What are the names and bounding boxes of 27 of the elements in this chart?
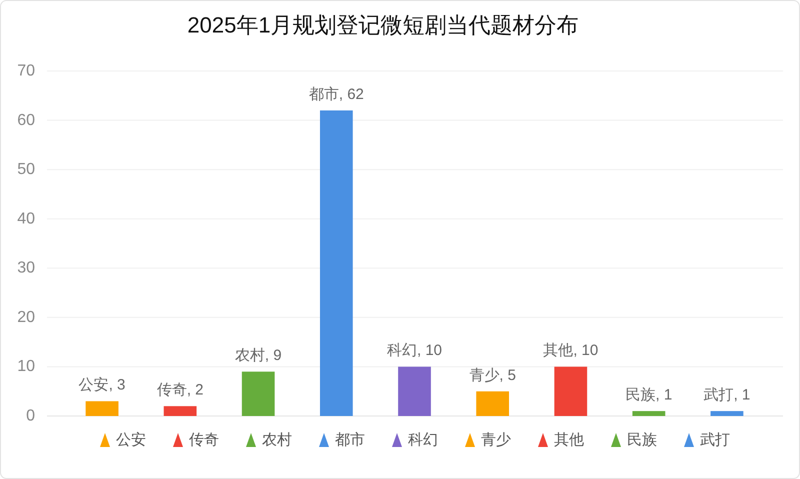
y-tick-label: 0 (26, 408, 36, 424)
legend-label: 传奇 (189, 432, 219, 448)
data-label: 其他, 10 (543, 342, 598, 360)
data-label: 青少, 5 (469, 366, 516, 384)
data-label: 公安, 3 (78, 376, 126, 394)
y-tick-label: 50 (17, 161, 36, 178)
legend-label: 武打 (700, 432, 730, 448)
data-label: 民族, 1 (625, 386, 672, 404)
data-label: 农村, 9 (234, 347, 282, 364)
y-tick-label: 20 (17, 308, 36, 326)
legend-label: 农村 (262, 432, 292, 448)
legend-label: 其他 (554, 432, 584, 448)
data-label: 传奇, 2 (156, 382, 204, 399)
y-tick-label: 60 (17, 112, 36, 129)
legend-label: 科幻 (408, 432, 438, 448)
legend-label: 青少 (481, 432, 511, 448)
chart-title: 2025年1月规划登记微短剧当代题材分布 (187, 12, 579, 38)
legend-label: 民族 (627, 432, 657, 448)
data-label: 都市, 62 (308, 86, 364, 103)
data-label: 武打, 1 (704, 386, 750, 404)
y-tick-label: 70 (17, 62, 36, 80)
y-tick-label: 10 (17, 358, 36, 376)
y-tick-label: 40 (17, 210, 36, 228)
data-label: 科幻, 10 (386, 342, 442, 360)
y-tick-label: 30 (17, 260, 36, 277)
legend-label: 公安 (116, 432, 146, 448)
legend-label: 都市 (335, 432, 365, 448)
